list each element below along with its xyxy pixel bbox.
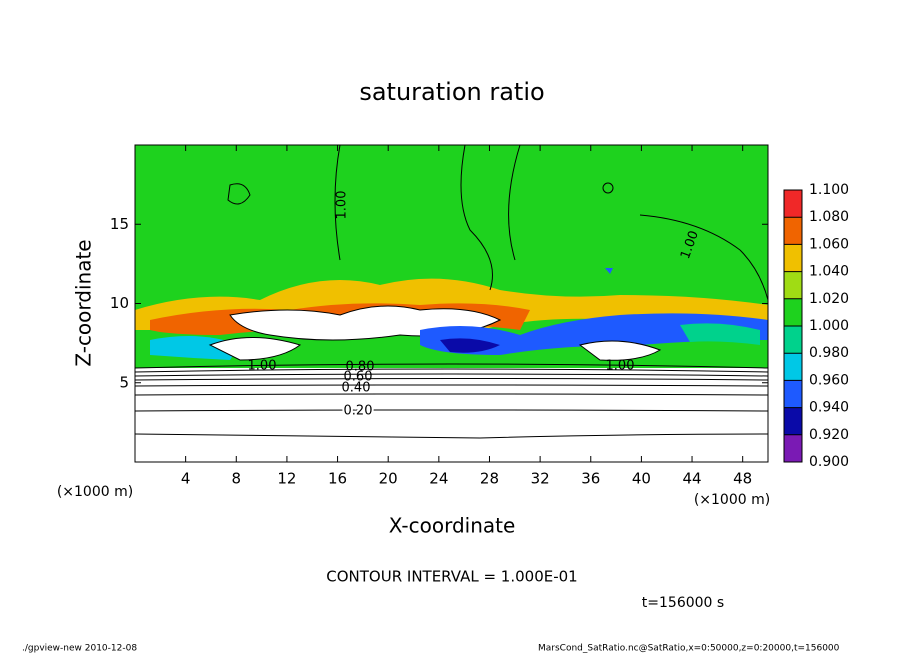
y-axis-label: Z-coordinate — [72, 239, 96, 366]
x-tick-label: 28 — [480, 470, 499, 488]
colorbar-bin — [784, 380, 802, 408]
colorbar-bin — [784, 244, 802, 272]
colorbar-bin — [784, 217, 802, 245]
colorbar-bin — [784, 298, 802, 326]
contour-label: 0.60 — [344, 370, 373, 385]
contour-label: 1.00 — [606, 359, 635, 374]
footer-right: MarsCond_SatRatio.nc@SatRatio,x=0:50000,… — [538, 644, 840, 654]
footer-left: ./gpview-new 2010-12-08 — [22, 644, 137, 654]
x-tick-label: 24 — [429, 470, 448, 488]
x-tick-label: 44 — [682, 470, 701, 488]
colorbar-label: 1.040 — [809, 264, 849, 280]
contour-label: 1.00 — [248, 359, 277, 374]
colorbar-label: 1.060 — [809, 236, 849, 252]
x-tick-label: 48 — [733, 470, 752, 488]
x-tick-label: 20 — [379, 470, 398, 488]
field — [134, 144, 769, 462]
y-unit: (×1000 m) — [57, 484, 133, 500]
colorbar-bin — [784, 326, 802, 354]
contour-interval: CONTOUR INTERVAL = 1.000E-01 — [326, 568, 577, 586]
colorbar-label: 1.020 — [809, 291, 849, 307]
colorbar-bin — [784, 190, 802, 218]
contour-label: 0.20 — [344, 404, 373, 419]
contour-label: 1.00 — [335, 191, 350, 220]
y-tick-label: 5 — [119, 373, 129, 391]
x-tick-label: 8 — [232, 470, 242, 488]
colorbar-label: 0.980 — [809, 345, 849, 361]
colorbar-bin — [784, 407, 802, 435]
x-unit: (×1000 m) — [694, 492, 770, 508]
x-tick-label: 36 — [581, 470, 600, 488]
x-tick-label: 4 — [181, 470, 191, 488]
colorbar-label: 0.920 — [809, 427, 849, 443]
colorbar-bin — [784, 434, 802, 462]
colorbar-bin — [784, 271, 802, 299]
x-tick-label: 40 — [632, 470, 651, 488]
x-tick-label: 12 — [277, 470, 296, 488]
colorbar-label: 0.940 — [809, 400, 849, 416]
colorbar-label: 1.080 — [809, 209, 849, 225]
time-label: t=156000 s — [642, 595, 724, 611]
colorbar-label: 0.960 — [809, 372, 849, 388]
colorbar-label: 1.000 — [809, 318, 849, 334]
contour-label: 0.40 — [342, 381, 371, 396]
chart-title: saturation ratio — [359, 78, 544, 106]
colorbar-bin — [784, 353, 802, 381]
colorbar-label: 0.900 — [809, 454, 849, 470]
y-tick-label: 10 — [110, 294, 129, 312]
x-tick-label: 16 — [328, 470, 347, 488]
x-tick-label: 32 — [531, 470, 550, 488]
y-tick-label: 15 — [110, 215, 129, 233]
x-axis-label: X-coordinate — [389, 514, 516, 538]
colorbar-label: 1.100 — [809, 182, 849, 198]
contour-label: 0.80 — [346, 360, 375, 375]
